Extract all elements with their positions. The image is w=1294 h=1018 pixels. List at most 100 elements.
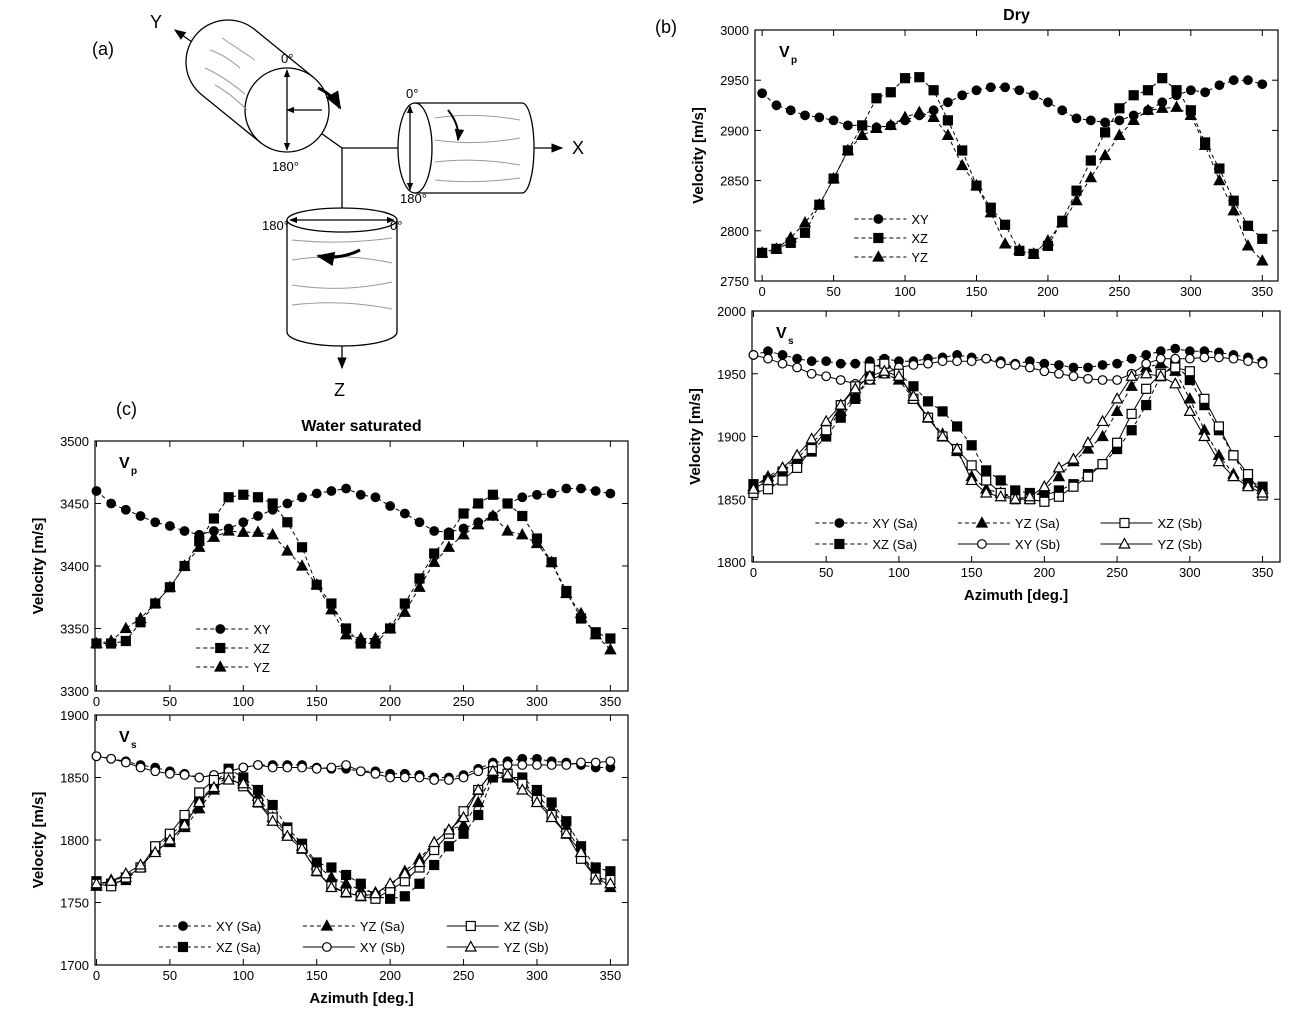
marker	[605, 866, 616, 877]
marker	[971, 85, 982, 96]
marker	[813, 197, 826, 210]
marker	[266, 528, 279, 540]
marker	[398, 605, 412, 617]
legend-marker	[975, 516, 989, 528]
legend-label: YZ (Sa)	[360, 919, 405, 934]
marker	[981, 475, 992, 486]
marker	[1257, 233, 1268, 244]
panel-annotation-sub: s	[788, 336, 794, 347]
legend-label: XY	[911, 212, 929, 227]
legend-label: XY (Sb)	[1015, 537, 1060, 552]
x-tick-label: 200	[1034, 565, 1056, 580]
marker	[1024, 362, 1035, 373]
marker	[1198, 138, 1212, 151]
marker	[863, 369, 877, 381]
marker	[966, 440, 977, 451]
marker	[1114, 103, 1125, 114]
panel-label: (b)	[655, 17, 677, 37]
panel-annotation: V	[776, 325, 787, 342]
marker	[311, 763, 322, 774]
x-tick-label: 350	[600, 968, 622, 983]
marker	[282, 517, 293, 528]
axis-label: X	[572, 138, 584, 158]
marker	[90, 877, 103, 889]
marker	[267, 498, 278, 509]
marker	[281, 544, 294, 556]
marker	[892, 369, 906, 381]
marker	[341, 483, 351, 494]
marker	[310, 578, 323, 590]
marker	[1126, 408, 1137, 420]
marker	[193, 802, 206, 814]
marker	[295, 559, 309, 571]
marker	[878, 364, 891, 376]
marker	[354, 889, 367, 901]
marker	[1243, 356, 1253, 367]
marker	[604, 643, 617, 655]
marker	[501, 768, 514, 780]
marker	[193, 540, 206, 552]
marker	[1155, 353, 1166, 364]
diagram	[174, 19, 564, 370]
marker	[1127, 113, 1140, 125]
marker	[1200, 87, 1211, 98]
marker	[928, 85, 939, 96]
z-cylinder	[286, 207, 398, 347]
marker	[950, 442, 964, 454]
marker	[530, 795, 544, 808]
marker	[370, 768, 381, 779]
marker	[545, 555, 558, 567]
marker	[1257, 358, 1268, 369]
marker	[806, 443, 817, 455]
x-tick-label: 250	[453, 694, 475, 709]
marker	[1242, 469, 1254, 480]
marker	[208, 513, 220, 524]
marker	[850, 358, 861, 369]
marker	[119, 621, 133, 634]
marker	[1068, 481, 1079, 492]
marker	[150, 766, 161, 777]
marker	[1082, 471, 1094, 482]
marker	[370, 492, 381, 503]
marker	[1112, 358, 1122, 369]
marker	[1170, 100, 1183, 112]
marker	[297, 762, 307, 773]
marker	[1081, 442, 1095, 454]
marker	[1213, 173, 1226, 186]
y-tick-label: 3400	[60, 559, 89, 574]
panel-annotation-sub: p	[131, 466, 137, 477]
marker	[457, 810, 470, 823]
x-axis-title: Azimuth [deg.]	[309, 990, 413, 1007]
y-axis-title: Velocity [m/s]	[30, 518, 47, 615]
legend-marker	[215, 624, 226, 634]
marker	[1214, 80, 1225, 91]
marker	[898, 110, 912, 122]
marker	[91, 751, 102, 762]
legend-marker	[1119, 517, 1130, 529]
marker	[134, 858, 147, 870]
marker	[253, 760, 263, 770]
y-tick-label: 2900	[720, 123, 749, 138]
legend-label: XZ (Sa)	[872, 537, 917, 552]
x-tick-label: 100	[232, 694, 254, 709]
marker	[429, 526, 440, 536]
legend-marker	[177, 941, 189, 953]
marker	[179, 770, 190, 780]
legend-label: XY	[253, 622, 271, 637]
marker	[1128, 90, 1139, 101]
marker	[1198, 429, 1211, 442]
x-tick-label: 50	[163, 968, 177, 983]
y-tick-label: 2750	[720, 274, 749, 289]
marker	[923, 358, 933, 369]
marker	[942, 115, 954, 126]
marker	[325, 880, 338, 893]
marker	[413, 855, 426, 868]
marker	[473, 766, 484, 777]
marker	[1170, 343, 1181, 354]
marker	[282, 498, 293, 509]
panel-label: (c)	[116, 399, 137, 419]
marker	[414, 517, 425, 528]
marker	[913, 105, 926, 117]
marker	[325, 870, 338, 883]
marker	[560, 827, 573, 839]
